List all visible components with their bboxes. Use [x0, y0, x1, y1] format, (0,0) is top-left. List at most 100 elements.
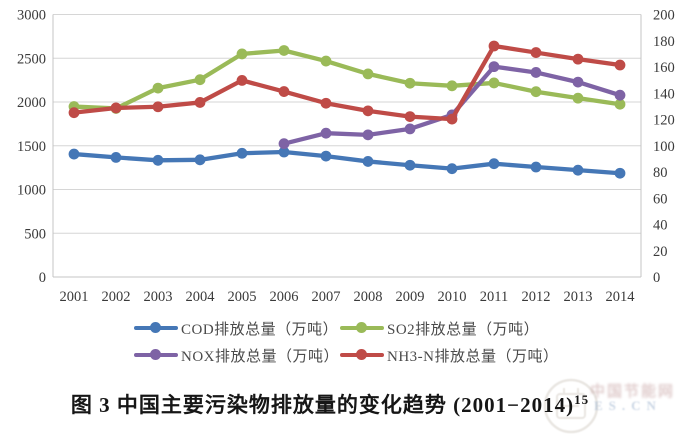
data-point-cod [236, 147, 248, 159]
data-point-cod [362, 156, 374, 167]
series-line-so2 [71, 48, 623, 111]
data-point-nh3n [110, 102, 122, 114]
data-point-cod [68, 148, 80, 160]
data-point-nh3n [530, 47, 542, 58]
legend-item-cod: COD排放总量（万吨） [134, 317, 340, 339]
legend-marker-icon [134, 322, 178, 334]
data-point-so2 [194, 74, 206, 86]
legend-item-nh3n: NH3-N排放总量（万吨） [340, 344, 559, 366]
data-point-cod [446, 163, 458, 175]
y-axis-left-tick-label: 1500 [17, 139, 46, 155]
legend-item-so2: SO2排放总量（万吨） [340, 317, 559, 339]
series-line-nh3n [71, 43, 623, 122]
data-point-so2 [530, 86, 542, 98]
y-axis-right-tick-label: 100 [653, 139, 675, 155]
data-point-nh3n [362, 105, 374, 117]
x-axis-tick-label: 2012 [522, 289, 551, 305]
y-axis-right-tick-label: 160 [653, 60, 675, 76]
y-axis-right-tick-label: 200 [653, 8, 675, 24]
legend-label: COD排放总量（万吨） [181, 321, 339, 338]
line-chart: 0 500 1000 1500 2000 2500 3000 0 20 40 60 80 100 120 1… [17, 8, 675, 306]
series-line-cod [71, 149, 623, 176]
data-point-nox [278, 138, 290, 150]
legend-marker-icon [340, 349, 384, 361]
data-point-nh3n [278, 86, 290, 97]
data-point-so2 [152, 82, 164, 94]
y-axis-right-tick-label: 60 [653, 191, 668, 207]
data-point-cod [152, 154, 164, 166]
y-axis-left-tick-label: 2000 [17, 95, 46, 111]
x-axis-tick-label: 2014 [606, 289, 636, 305]
figure-caption-text: 图 3 中国主要污染物排放量的变化趋势 (2001−2014) [70, 393, 575, 417]
x-axis-tick-label: 2006 [270, 289, 299, 305]
x-axis-tick-label: 2008 [354, 289, 383, 305]
data-point-so2 [572, 92, 584, 104]
data-point-nh3n [572, 53, 584, 65]
x-axis-tick-label: 2003 [144, 289, 173, 305]
figure-caption: 图 3 中国主要污染物排放量的变化趋势 (2001−2014)15 [0, 389, 660, 419]
chart-legend: COD排放总量（万吨） SO2排放总量（万吨） NOX排放总量（万吨） NH3-N排放… [0, 317, 685, 366]
data-point-cod [572, 164, 584, 176]
x-axis-tick-label: 2002 [102, 289, 131, 305]
y-axis-left-tick-label: 1000 [17, 183, 46, 199]
data-point-nh3n [152, 101, 164, 113]
x-axis-tick-label: 2013 [564, 289, 593, 305]
data-point-cod [194, 154, 206, 166]
data-point-nox [572, 76, 584, 88]
data-point-so2 [278, 45, 290, 56]
data-point-so2 [488, 77, 500, 89]
x-axis-tick-label: 2010 [438, 289, 467, 305]
data-point-nox [488, 61, 500, 73]
data-point-nh3n [68, 107, 80, 119]
legend-label: SO2排放总量（万吨） [387, 321, 540, 338]
data-point-nox [320, 127, 332, 139]
y-axis-right-tick-label: 40 [653, 218, 668, 234]
data-point-nh3n [488, 40, 500, 52]
data-point-nh3n [320, 97, 332, 109]
x-axis-tick-label: 2011 [480, 289, 508, 305]
data-point-nh3n [614, 59, 626, 71]
x-axis-tick-label: 2007 [312, 289, 341, 305]
data-point-cod [320, 150, 332, 162]
y-axis-right-tick-label: 20 [653, 244, 668, 260]
data-point-nh3n [194, 97, 206, 108]
legend-marker-icon [340, 322, 384, 334]
x-axis-tick-label: 2004 [186, 289, 216, 305]
data-point-so2 [614, 98, 626, 110]
y-axis-right-tick-label: 120 [653, 113, 675, 129]
data-point-nox [362, 129, 374, 141]
data-point-nh3n [404, 111, 416, 123]
data-point-so2 [446, 80, 458, 92]
y-axis-right-tick-label: 80 [653, 165, 668, 181]
y-axis-right-tick-label: 180 [653, 34, 675, 50]
data-point-cod [278, 146, 290, 158]
x-axis-tick-label: 2005 [228, 289, 257, 305]
data-point-cod [530, 161, 542, 173]
figure-caption-superscript: 15 [574, 392, 590, 407]
legend-label: NH3-N排放总量（万吨） [387, 348, 559, 365]
data-point-so2 [320, 55, 332, 67]
chart-area: 0 500 1000 1500 2000 2500 3000 0 20 40 60 80 100 120 1… [17, 8, 675, 306]
legend-item-nox: NOX排放总量（万吨） [134, 344, 340, 366]
y-axis-right-tick-label: 140 [653, 86, 675, 102]
y-axis-left-tick-label: 2500 [17, 51, 46, 67]
data-point-cod [404, 159, 416, 171]
legend-label: NOX排放总量（万吨） [181, 348, 339, 365]
data-point-cod [488, 158, 500, 170]
data-point-nox [404, 123, 416, 135]
data-point-cod [110, 151, 122, 163]
data-point-nh3n [236, 74, 248, 86]
data-point-nh3n [446, 113, 458, 125]
x-axis-tick-label: 2009 [396, 289, 425, 305]
y-axis-left-tick-label: 3000 [17, 8, 46, 24]
data-point-cod [614, 167, 626, 179]
y-axis-left-tick-label: 0 [39, 270, 46, 286]
data-point-nox [614, 89, 626, 101]
y-axis-right-tick-label: 0 [653, 270, 660, 286]
data-point-so2 [236, 48, 248, 60]
data-point-nox [530, 67, 542, 78]
x-axis-tick-label: 2001 [60, 289, 89, 305]
legend-marker-icon [134, 349, 178, 361]
data-point-so2 [404, 77, 416, 89]
